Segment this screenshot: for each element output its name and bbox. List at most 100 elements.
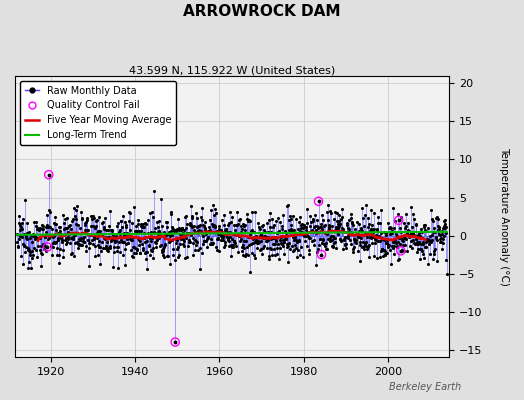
- Point: [101, 236, 109, 242]
- Point: [62, 225, 70, 232]
- Point: [176, 231, 184, 237]
- Point: [355, 228, 364, 234]
- Point: [260, 235, 268, 242]
- Point: [43, 212, 51, 218]
- Point: [315, 229, 323, 236]
- Point: [399, 235, 407, 241]
- Point: [255, 239, 264, 245]
- Point: [107, 227, 116, 234]
- Point: [257, 250, 266, 257]
- Point: [220, 222, 228, 228]
- Point: [50, 220, 59, 226]
- Point: [202, 231, 211, 237]
- Point: [232, 232, 241, 238]
- Point: [212, 244, 220, 250]
- Point: [160, 241, 169, 247]
- Point: [226, 234, 235, 241]
- Point: [399, 242, 407, 248]
- Point: [68, 218, 77, 224]
- Point: [34, 226, 42, 232]
- Point: [284, 242, 292, 249]
- Point: [87, 223, 95, 229]
- Point: [424, 225, 432, 232]
- Point: [145, 234, 154, 241]
- Point: [276, 240, 285, 246]
- Point: [162, 231, 170, 238]
- Point: [436, 235, 445, 241]
- Point: [194, 228, 202, 234]
- Point: [165, 230, 173, 236]
- Point: [45, 172, 53, 178]
- Point: [147, 247, 156, 253]
- Point: [326, 238, 334, 244]
- Point: [208, 240, 216, 247]
- Point: [181, 213, 190, 219]
- Point: [56, 228, 64, 234]
- Point: [281, 230, 290, 236]
- Point: [161, 242, 169, 248]
- Point: [318, 240, 326, 246]
- Point: [278, 241, 287, 247]
- Point: [95, 238, 104, 244]
- Point: [421, 222, 430, 228]
- Point: [77, 209, 85, 215]
- Point: [237, 229, 245, 235]
- Point: [124, 240, 132, 246]
- Point: [103, 247, 111, 253]
- Point: [434, 226, 443, 232]
- Point: [238, 248, 246, 254]
- Point: [318, 251, 326, 258]
- Point: [182, 234, 191, 241]
- Point: [86, 232, 95, 238]
- Point: [112, 244, 121, 251]
- Point: [430, 248, 439, 254]
- Point: [39, 240, 48, 247]
- Point: [385, 230, 394, 237]
- Point: [294, 218, 303, 225]
- Point: [268, 252, 276, 259]
- Point: [366, 226, 375, 232]
- Point: [31, 223, 40, 230]
- Point: [351, 226, 359, 232]
- Point: [353, 231, 362, 238]
- Point: [375, 233, 383, 240]
- Point: [324, 217, 332, 223]
- Point: [395, 217, 403, 224]
- Point: [291, 230, 300, 236]
- Point: [32, 246, 41, 253]
- Point: [256, 238, 265, 245]
- Point: [318, 226, 326, 233]
- Point: [402, 230, 411, 236]
- Point: [398, 238, 407, 244]
- Point: [142, 248, 150, 255]
- Point: [415, 230, 423, 236]
- Point: [245, 234, 253, 240]
- Point: [175, 227, 183, 233]
- Point: [128, 244, 137, 250]
- Point: [339, 226, 347, 232]
- Point: [399, 235, 408, 241]
- Point: [81, 221, 90, 228]
- Point: [26, 252, 34, 258]
- Point: [193, 215, 201, 222]
- Point: [45, 172, 53, 178]
- Point: [198, 250, 206, 257]
- Point: [114, 244, 123, 250]
- Point: [286, 228, 294, 234]
- Point: [26, 234, 34, 241]
- Point: [82, 247, 91, 254]
- Point: [244, 217, 253, 223]
- Point: [178, 236, 187, 242]
- Point: [104, 245, 113, 252]
- Point: [71, 232, 80, 238]
- Point: [211, 223, 219, 229]
- Point: [324, 224, 333, 230]
- Point: [201, 219, 210, 225]
- Point: [140, 224, 148, 230]
- Point: [171, 339, 179, 345]
- Point: [88, 215, 96, 222]
- Point: [122, 240, 130, 247]
- Point: [166, 261, 174, 267]
- Point: [429, 229, 438, 235]
- Point: [235, 233, 243, 239]
